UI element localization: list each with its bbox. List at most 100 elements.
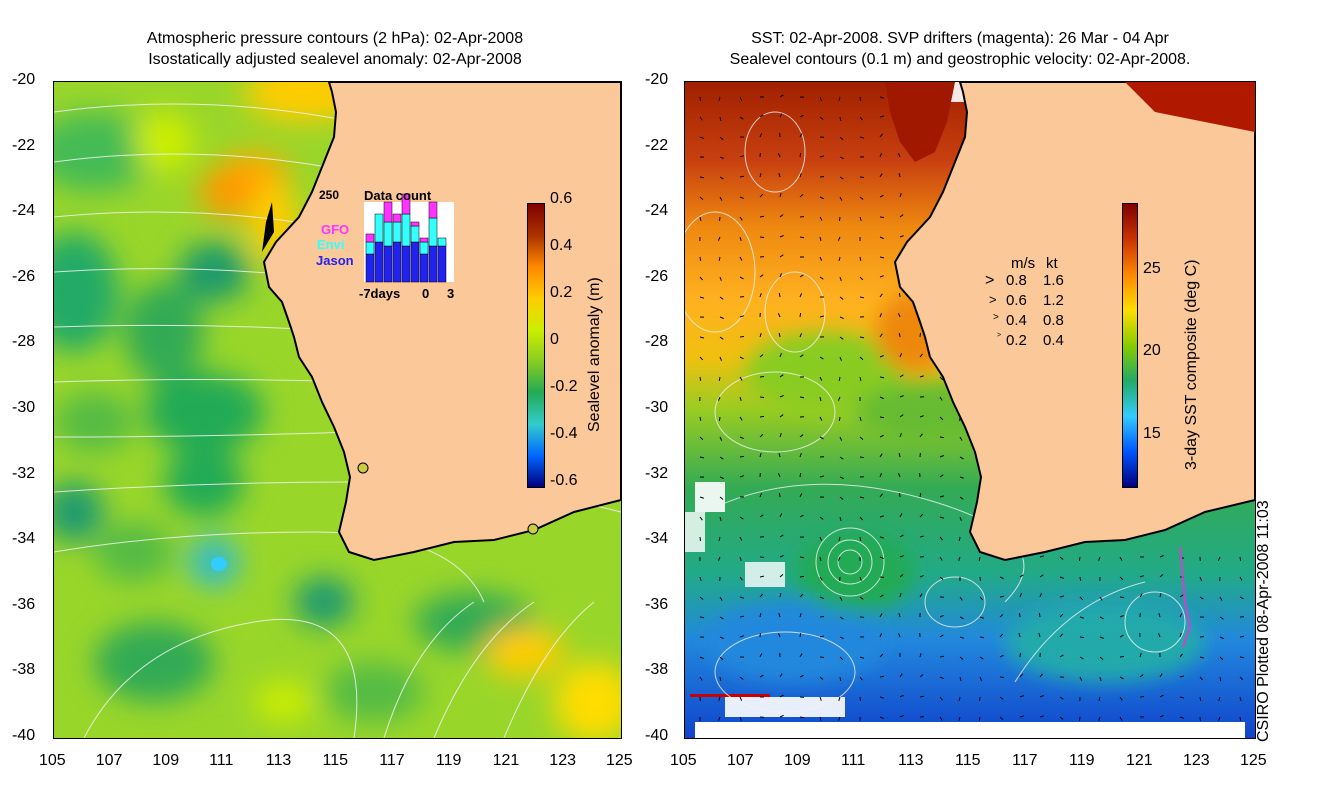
velocity-vector (939, 556, 943, 561)
velocity-vector (958, 556, 961, 561)
velocity-vector (779, 714, 784, 718)
velocity-vector (879, 396, 884, 400)
colorbar-tick-label: -0.2 (550, 378, 578, 395)
velocity-vector (979, 676, 983, 681)
velocity-vector (739, 556, 742, 561)
velocity-vector (859, 356, 864, 361)
velocity-vector (759, 433, 764, 438)
velocity-vector (859, 436, 864, 440)
velocity-vector (719, 516, 722, 521)
velocity-vector (779, 254, 784, 258)
tide-gauge-marker[interactable] (357, 462, 369, 474)
velocity-vector (839, 456, 844, 460)
velocity-vector (898, 313, 901, 318)
velocity-vector (839, 656, 844, 661)
velocity-vector (1119, 615, 1124, 618)
velocity-vector (819, 716, 822, 721)
velocity-vector (839, 276, 842, 281)
velocity-vector (799, 593, 804, 598)
velocity-legend-kt: 1.6 (1043, 272, 1064, 289)
inset-bar-gfo (401, 193, 411, 215)
velocity-vector (1119, 676, 1124, 680)
velocity-vector (759, 493, 762, 498)
shark-bay-coast (262, 202, 274, 252)
velocity-vector (959, 496, 964, 500)
velocity-vector (879, 696, 884, 699)
velocity-vector (979, 636, 985, 639)
velocity-vector (1098, 696, 1101, 701)
velocity-vector (939, 474, 944, 478)
velocity-vector (839, 436, 843, 441)
velocity-vector (799, 514, 804, 518)
velocity-vector (879, 653, 884, 658)
velocity-vector (839, 636, 844, 640)
sst-map[interactable] (684, 81, 1256, 739)
velocity-vector (919, 695, 925, 698)
velocity-vector (879, 256, 885, 259)
inset-bar-envi (383, 221, 393, 247)
velocity-vector (799, 133, 803, 138)
velocity-vector (799, 312, 802, 318)
velocity-vector (799, 293, 803, 298)
velocity-vector (838, 256, 841, 262)
velocity-vector (739, 256, 743, 261)
velocity-vector (879, 355, 884, 358)
velocity-vector (859, 276, 864, 281)
velocity-vector (898, 452, 901, 458)
inset-legend-gfo: GFO (321, 222, 350, 237)
velocity-vector (699, 456, 705, 459)
velocity-vector (939, 716, 943, 721)
y-tick-label: -28 (645, 333, 669, 351)
velocity-vector (879, 153, 883, 158)
velocity-vector (739, 716, 742, 721)
velocity-vector (1099, 656, 1104, 660)
velocity-vector (879, 453, 883, 458)
velocity-vector (899, 694, 904, 698)
velocity-vector (879, 194, 884, 198)
x-tick-label: 107 (727, 752, 754, 769)
velocity-vector (1059, 696, 1064, 700)
svp-drifter-track[interactable] (1179, 546, 1192, 648)
velocity-vector (1039, 673, 1043, 678)
inset-bar-gfo (365, 233, 375, 243)
velocity-vector (939, 455, 944, 458)
velocity-vector (1099, 616, 1104, 620)
velocity-vector (1119, 655, 1125, 658)
velocity-vector (759, 293, 762, 298)
velocity-vector (759, 173, 762, 178)
velocity-vector (699, 576, 702, 581)
velocity-vector (839, 476, 844, 480)
velocity-vector (759, 575, 765, 578)
velocity-vector (859, 576, 862, 581)
velocity-vector (718, 416, 721, 422)
velocity-vector (719, 336, 724, 340)
velocity-vector (777, 153, 781, 158)
sealevel-anomaly-map[interactable]: 250 Data count GFO Envi Jason -7days 0 3 (53, 81, 622, 739)
velocity-vector (899, 214, 904, 218)
velocity-vector (899, 193, 902, 198)
velocity-vector (839, 316, 844, 319)
velocity-vector (879, 173, 883, 178)
velocity-vector (879, 333, 883, 338)
y-tick-label: -26 (12, 267, 36, 285)
velocity-vector (1239, 656, 1245, 659)
velocity-vector (719, 476, 724, 479)
velocity-vector (899, 513, 903, 518)
velocity-vector (1219, 636, 1224, 640)
velocity-vector (778, 173, 781, 178)
cloud-mask (685, 82, 1245, 738)
velocity-vector (739, 155, 744, 158)
inset-bar-envi (410, 225, 420, 243)
velocity-vector (919, 375, 924, 378)
velocity-vector (1139, 695, 1145, 698)
inset-bar-jason (428, 245, 438, 283)
y-tick-label: -32 (645, 464, 669, 482)
x-tick-label: 109 (784, 752, 811, 769)
velocity-vector (799, 453, 802, 458)
velocity-vector (839, 596, 843, 601)
velocity-vector (699, 176, 705, 179)
velocity-vector (819, 436, 824, 440)
velocity-vector (719, 316, 724, 319)
velocity-vector (879, 236, 884, 240)
tide-gauge-marker[interactable] (527, 523, 539, 535)
